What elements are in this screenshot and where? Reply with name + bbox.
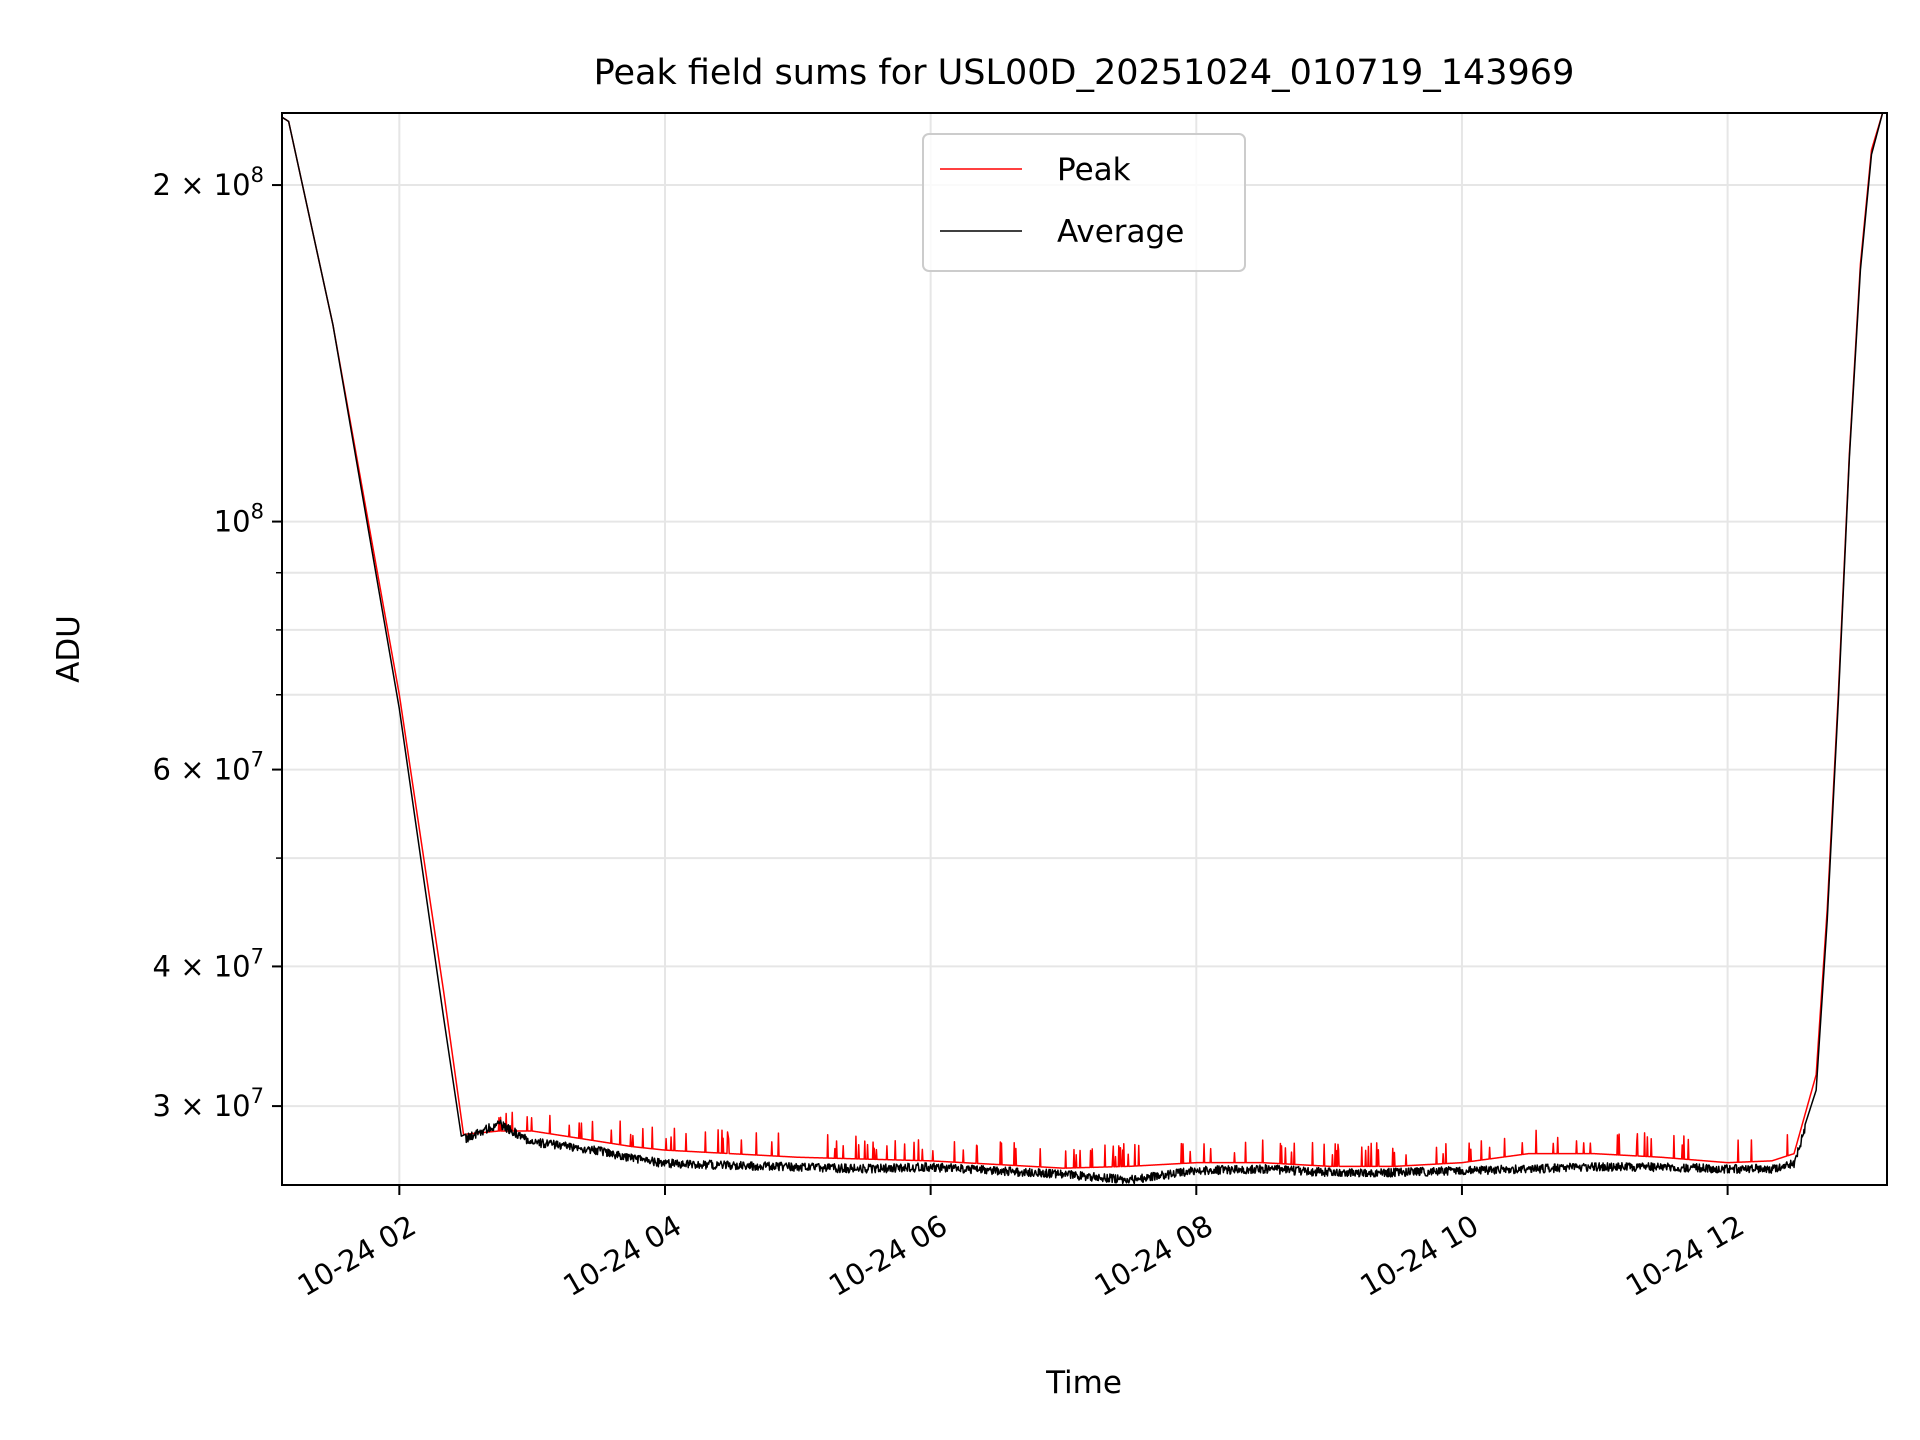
y-axis-label: ADU <box>51 615 87 683</box>
legend-label-average: Average <box>1057 214 1184 250</box>
series-line-average <box>282 113 1884 1185</box>
y-tick-label: 108 <box>214 500 264 539</box>
chart-title: Peak field sums for USL00D_20251024_0107… <box>594 53 1575 93</box>
y-tick-label: 4 × 107 <box>153 944 264 983</box>
series-line-peak <box>282 113 1884 1169</box>
series-layer <box>282 113 1884 1185</box>
y-tick-label: 3 × 107 <box>153 1084 264 1123</box>
legend-label-peak: Peak <box>1057 152 1131 188</box>
grid <box>282 113 1887 1185</box>
y-tick-label: 6 × 107 <box>153 748 264 787</box>
x-axis-label: Time <box>1045 1365 1122 1401</box>
legend: Peak Average <box>922 133 1246 272</box>
plot-frame <box>281 112 1888 1186</box>
y-tick-label: 2 × 108 <box>153 163 264 202</box>
